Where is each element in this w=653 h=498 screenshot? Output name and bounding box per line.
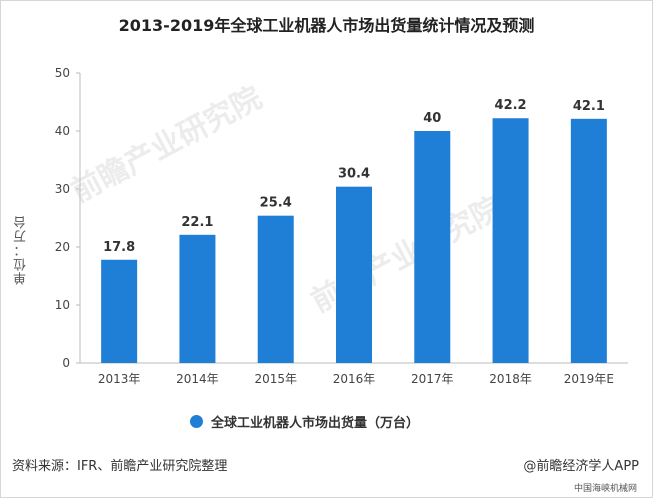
y-tick-label: 10 bbox=[55, 298, 70, 312]
brand-credit: @前瞻经济学人APP bbox=[523, 459, 639, 474]
y-tick-label: 40 bbox=[55, 124, 70, 138]
site-watermark: 中国海峡机械网 bbox=[573, 484, 637, 494]
data-label-1: 22.1 bbox=[181, 215, 213, 230]
y-tick-label: 20 bbox=[55, 240, 70, 254]
data-label-0: 17.8 bbox=[103, 240, 135, 255]
legend-marker bbox=[190, 415, 203, 428]
y-tick-label: 0 bbox=[62, 356, 70, 370]
x-tick-label-5: 2018年 bbox=[489, 372, 532, 386]
data-label-6: 42.1 bbox=[573, 99, 605, 114]
y-tick-label: 30 bbox=[55, 182, 70, 196]
x-tick-label-6: 2019年E bbox=[564, 372, 614, 386]
bar-0 bbox=[101, 259, 138, 363]
legend: 全球工业机器人市场出货量（万台） bbox=[190, 412, 419, 431]
x-tick-label-2: 2015年 bbox=[254, 372, 297, 386]
legend-label: 全球工业机器人市场出货量（万台） bbox=[211, 416, 420, 431]
source-note: 资料来源：IFR、前瞻产业研究院整理 bbox=[12, 459, 228, 474]
bar-3 bbox=[336, 186, 372, 363]
data-label-3: 30.4 bbox=[338, 167, 370, 182]
bar-2 bbox=[257, 215, 294, 363]
chart-title: 2013-2019年全球工业机器人市场出货量统计情况及预测 bbox=[118, 16, 535, 35]
bar-1 bbox=[179, 234, 216, 363]
bar-5 bbox=[492, 118, 529, 364]
data-label-4: 40 bbox=[423, 111, 441, 126]
bar-4 bbox=[414, 131, 451, 363]
data-label-2: 25.4 bbox=[260, 196, 292, 211]
bar-6 bbox=[570, 118, 607, 363]
x-tick-label-3: 2016年 bbox=[333, 372, 376, 386]
y-tick-label: 50 bbox=[55, 66, 70, 80]
data-label-5: 42.2 bbox=[495, 98, 527, 113]
x-tick-label-4: 2017年 bbox=[411, 372, 454, 386]
x-tick-label-0: 2013年 bbox=[98, 372, 141, 386]
x-tick-label-1: 2014年 bbox=[176, 372, 219, 386]
